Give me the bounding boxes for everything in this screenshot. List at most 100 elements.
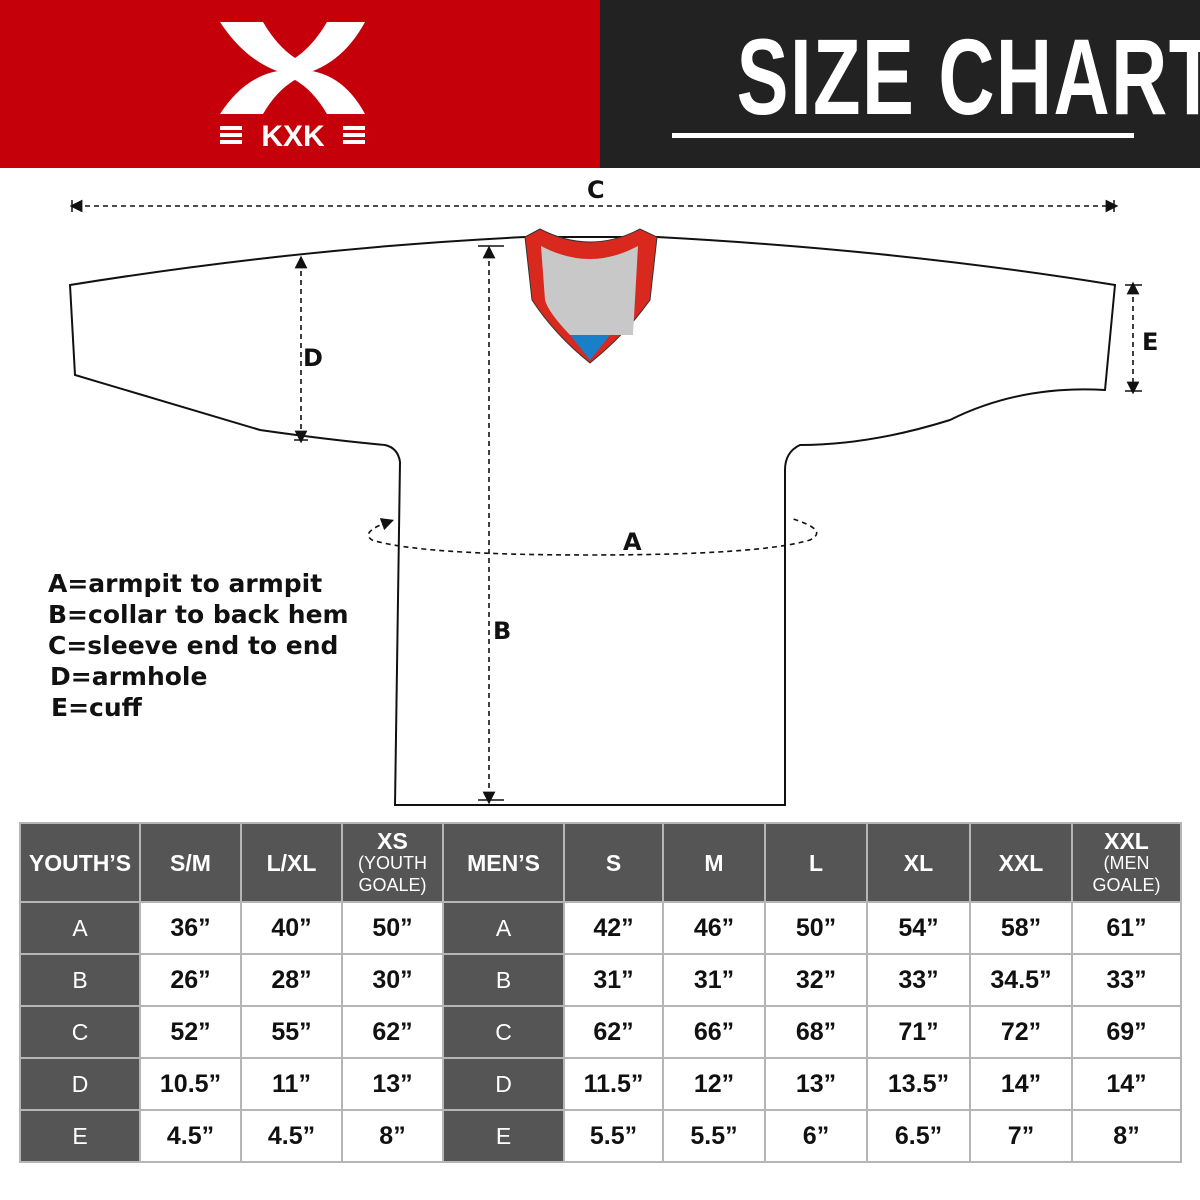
column-header: L/XL: [240, 822, 343, 903]
column-header: S/M: [139, 822, 242, 903]
cell-value: 13”: [764, 1057, 868, 1111]
column-header: XL: [866, 822, 971, 903]
cell-value: 71”: [866, 1005, 971, 1059]
collar-inner: [541, 246, 638, 335]
column-header: M: [662, 822, 766, 903]
column-header: XXL (MEN GOALE): [1071, 822, 1182, 903]
row-label: B: [19, 953, 141, 1007]
collar-tip: [570, 335, 610, 360]
cell-value: 61”: [1071, 901, 1182, 955]
measurement-legend: A=armpit to armpit B=collar to back hem …: [48, 568, 349, 723]
cell-value: 8”: [341, 1109, 444, 1163]
measure-a: [367, 517, 818, 556]
cell-value: 40”: [240, 901, 343, 955]
cell-value: 4.5”: [240, 1109, 343, 1163]
cell-value: 42”: [563, 901, 664, 955]
table-row: D 10.5” 11” 13” D 11.5” 12” 13” 13.5” 14” 14”: [19, 1057, 1182, 1111]
label-e: E: [1142, 328, 1159, 356]
cell-value: 72”: [969, 1005, 1073, 1059]
cell-value: 30”: [341, 953, 444, 1007]
size-label: M: [704, 849, 724, 876]
size-label: XL: [903, 849, 934, 876]
size-table: YOUTH’S S/M L/XL XS (YOUTH GOALE) MEN’S S M L XL X…: [19, 822, 1182, 1163]
cell-value: 5.5”: [563, 1109, 664, 1163]
label-b: B: [493, 617, 512, 645]
kxk-logo: KXK: [220, 22, 365, 153]
page-title: SIZE CHART: [736, 16, 1200, 137]
size-label: L/XL: [266, 849, 317, 876]
cell-value: 50”: [341, 901, 444, 955]
cell-value: 14”: [969, 1057, 1073, 1111]
size-label: XS: [377, 827, 408, 854]
table-row: B 26” 28” 30” B 31” 31” 32” 33” 34.5” 33”: [19, 953, 1182, 1007]
cell-value: 33”: [866, 953, 971, 1007]
cell-value: 7”: [969, 1109, 1073, 1163]
cell-value: 5.5”: [662, 1109, 766, 1163]
cell-value: 58”: [969, 901, 1073, 955]
row-label: A: [19, 901, 141, 955]
jersey-diagram: [68, 199, 1142, 806]
row-label: C: [19, 1005, 141, 1059]
size-label: XXL: [1104, 827, 1149, 854]
column-header: XS (YOUTH GOALE): [341, 822, 444, 903]
table-row: E 4.5” 4.5” 8” E 5.5” 5.5” 6” 6.5” 7” 8”: [19, 1109, 1182, 1163]
column-header: S: [563, 822, 664, 903]
cell-value: 31”: [662, 953, 766, 1007]
cell-value: 11”: [240, 1057, 343, 1111]
cell-value: 4.5”: [139, 1109, 242, 1163]
row-label: E: [19, 1109, 141, 1163]
row-label: C: [442, 1005, 565, 1059]
cell-value: 36”: [139, 901, 242, 955]
cell-value: 28”: [240, 953, 343, 1007]
cell-value: 14”: [1071, 1057, 1182, 1111]
legend-item: D=armhole: [50, 662, 208, 691]
row-label: B: [442, 953, 565, 1007]
cell-value: 13.5”: [866, 1057, 971, 1111]
youth-header: YOUTH’S: [19, 822, 141, 903]
size-label: S: [605, 849, 622, 876]
row-label: E: [442, 1109, 565, 1163]
column-header: L: [764, 822, 868, 903]
cell-value: 13”: [341, 1057, 444, 1111]
cell-value: 69”: [1071, 1005, 1182, 1059]
men-header: MEN’S: [442, 822, 565, 903]
legend-item: E=cuff: [51, 693, 142, 722]
cell-value: 32”: [764, 953, 868, 1007]
size-sublabel: (YOUTH GOALE): [358, 852, 427, 895]
legend-item: C=sleeve end to end: [48, 631, 339, 660]
label-d: D: [303, 344, 323, 372]
cell-value: 26”: [139, 953, 242, 1007]
cell-value: 52”: [139, 1005, 242, 1059]
cell-value: 33”: [1071, 953, 1182, 1007]
size-label: MEN’S: [467, 849, 540, 876]
row-label: D: [442, 1057, 565, 1111]
cell-value: 68”: [764, 1005, 868, 1059]
cell-value: 8”: [1071, 1109, 1182, 1163]
cell-value: 55”: [240, 1005, 343, 1059]
cell-value: 6”: [764, 1109, 868, 1163]
title-underline: [672, 133, 1134, 138]
cell-value: 46”: [662, 901, 766, 955]
cell-value: 31”: [563, 953, 664, 1007]
legend-item: B=collar to back hem: [48, 600, 349, 629]
cell-value: 62”: [341, 1005, 444, 1059]
label-c: C: [587, 176, 605, 204]
size-label: YOUTH’S: [28, 849, 132, 876]
cell-value: 11.5”: [563, 1057, 664, 1111]
size-sublabel: (MEN GOALE): [1092, 852, 1161, 895]
cell-value: 50”: [764, 901, 868, 955]
cell-value: 6.5”: [866, 1109, 971, 1163]
jersey-outline: [68, 236, 1117, 806]
label-a: A: [623, 528, 642, 556]
row-label: A: [442, 901, 565, 955]
table-row: A 36” 40” 50” A 42” 46” 50” 54” 58” 61”: [19, 901, 1182, 955]
column-header: XXL: [969, 822, 1073, 903]
row-label: D: [19, 1057, 141, 1111]
cell-value: 54”: [866, 901, 971, 955]
size-label: L: [808, 849, 824, 876]
cell-value: 66”: [662, 1005, 766, 1059]
title-banner: [600, 0, 1200, 168]
cell-value: 62”: [563, 1005, 664, 1059]
cell-value: 12”: [662, 1057, 766, 1111]
cell-value: 34.5”: [969, 953, 1073, 1007]
